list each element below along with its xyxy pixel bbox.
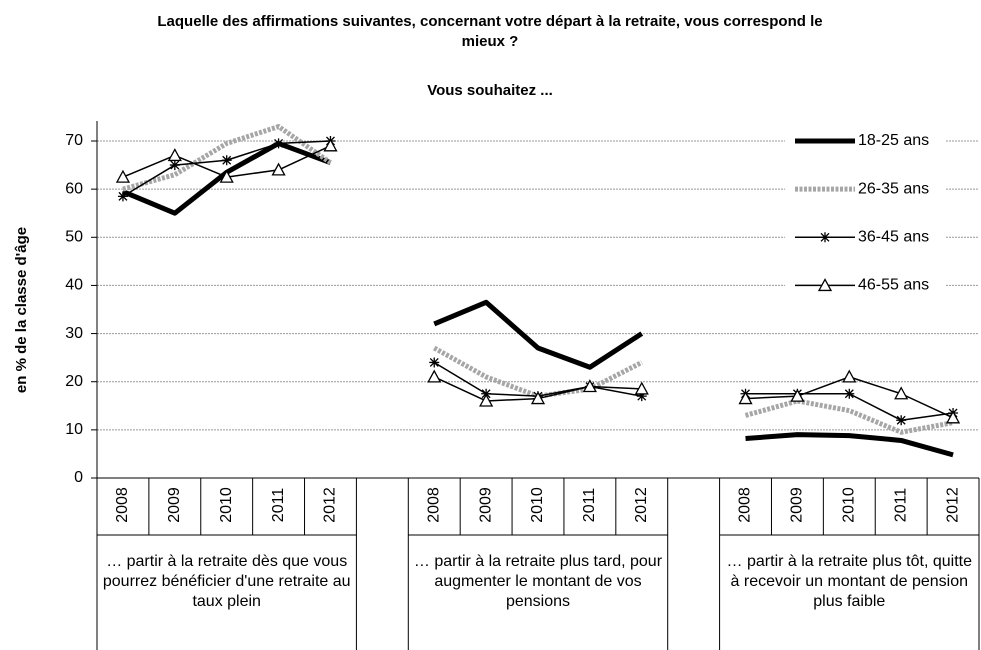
marker: [221, 155, 232, 166]
group-label: … partir à la retraite plus tard, pour a…: [413, 553, 663, 610]
y-tick-label: 70: [65, 132, 83, 149]
x-tick-label: 2012: [322, 487, 339, 523]
marker: [427, 369, 442, 383]
marker: [273, 138, 284, 149]
x-tick-label: 2011: [270, 488, 287, 523]
marker: [219, 169, 234, 183]
marker: [530, 391, 546, 405]
x-tick-label: 2009: [166, 487, 183, 523]
y-tick-label: 40: [65, 277, 83, 294]
x-tick-label: 2011: [581, 488, 598, 523]
y-tick-label: 60: [65, 180, 83, 197]
x-tick-label: 2010: [841, 487, 858, 523]
marker: [817, 278, 833, 292]
legend-label: 36-45 ans: [858, 229, 929, 246]
marker: [634, 381, 649, 395]
x-tick-label: 2010: [529, 487, 546, 523]
marker: [842, 369, 857, 383]
y-tick-label: 20: [65, 373, 83, 390]
x-tick-label: 2008: [114, 487, 131, 523]
legend-background: [785, 129, 945, 299]
legend-label: 46-55 ans: [858, 277, 929, 294]
group-label: … partir à la retraite plus tôt, quitte …: [726, 553, 972, 610]
marker: [820, 232, 830, 243]
y-axis-label: en % de la classe d'âge: [13, 227, 30, 393]
x-tick-label: 2011: [892, 488, 909, 523]
marker: [169, 160, 180, 171]
x-tick-label: 2012: [944, 487, 961, 523]
x-tick-label: 2009: [477, 487, 494, 523]
marker: [894, 386, 909, 400]
legend-label: 18-25 ans: [858, 132, 929, 149]
y-tick-label: 0: [74, 469, 83, 486]
marker: [115, 169, 131, 183]
marker: [323, 138, 338, 152]
x-tick-label: 2008: [425, 487, 442, 523]
marker: [167, 148, 182, 162]
y-tick-label: 30: [65, 325, 83, 342]
x-tick-label: 2012: [633, 487, 650, 523]
marker: [896, 415, 907, 426]
marker: [636, 391, 647, 402]
group-label: … partir à la retraite dès que vous pour…: [102, 553, 351, 610]
marker: [945, 410, 961, 424]
chart-title: Laquelle des affirmations suivantes, con…: [157, 13, 823, 50]
y-tick-label: 50: [65, 229, 83, 246]
marker: [479, 393, 494, 407]
x-tick-label: 2009: [789, 487, 806, 523]
marker: [271, 162, 286, 176]
x-tick-label: 2010: [218, 487, 235, 523]
y-tick-label: 10: [65, 421, 83, 438]
x-tick-label: 2008: [737, 487, 754, 523]
marker: [429, 357, 440, 368]
chart-subtitle: Vous souhaitez ...: [427, 82, 553, 99]
marker: [117, 191, 128, 202]
legend-label: 26-35 ans: [858, 180, 929, 197]
marker: [582, 379, 597, 393]
marker: [738, 391, 753, 405]
marker: [790, 388, 805, 402]
marker: [844, 388, 855, 399]
